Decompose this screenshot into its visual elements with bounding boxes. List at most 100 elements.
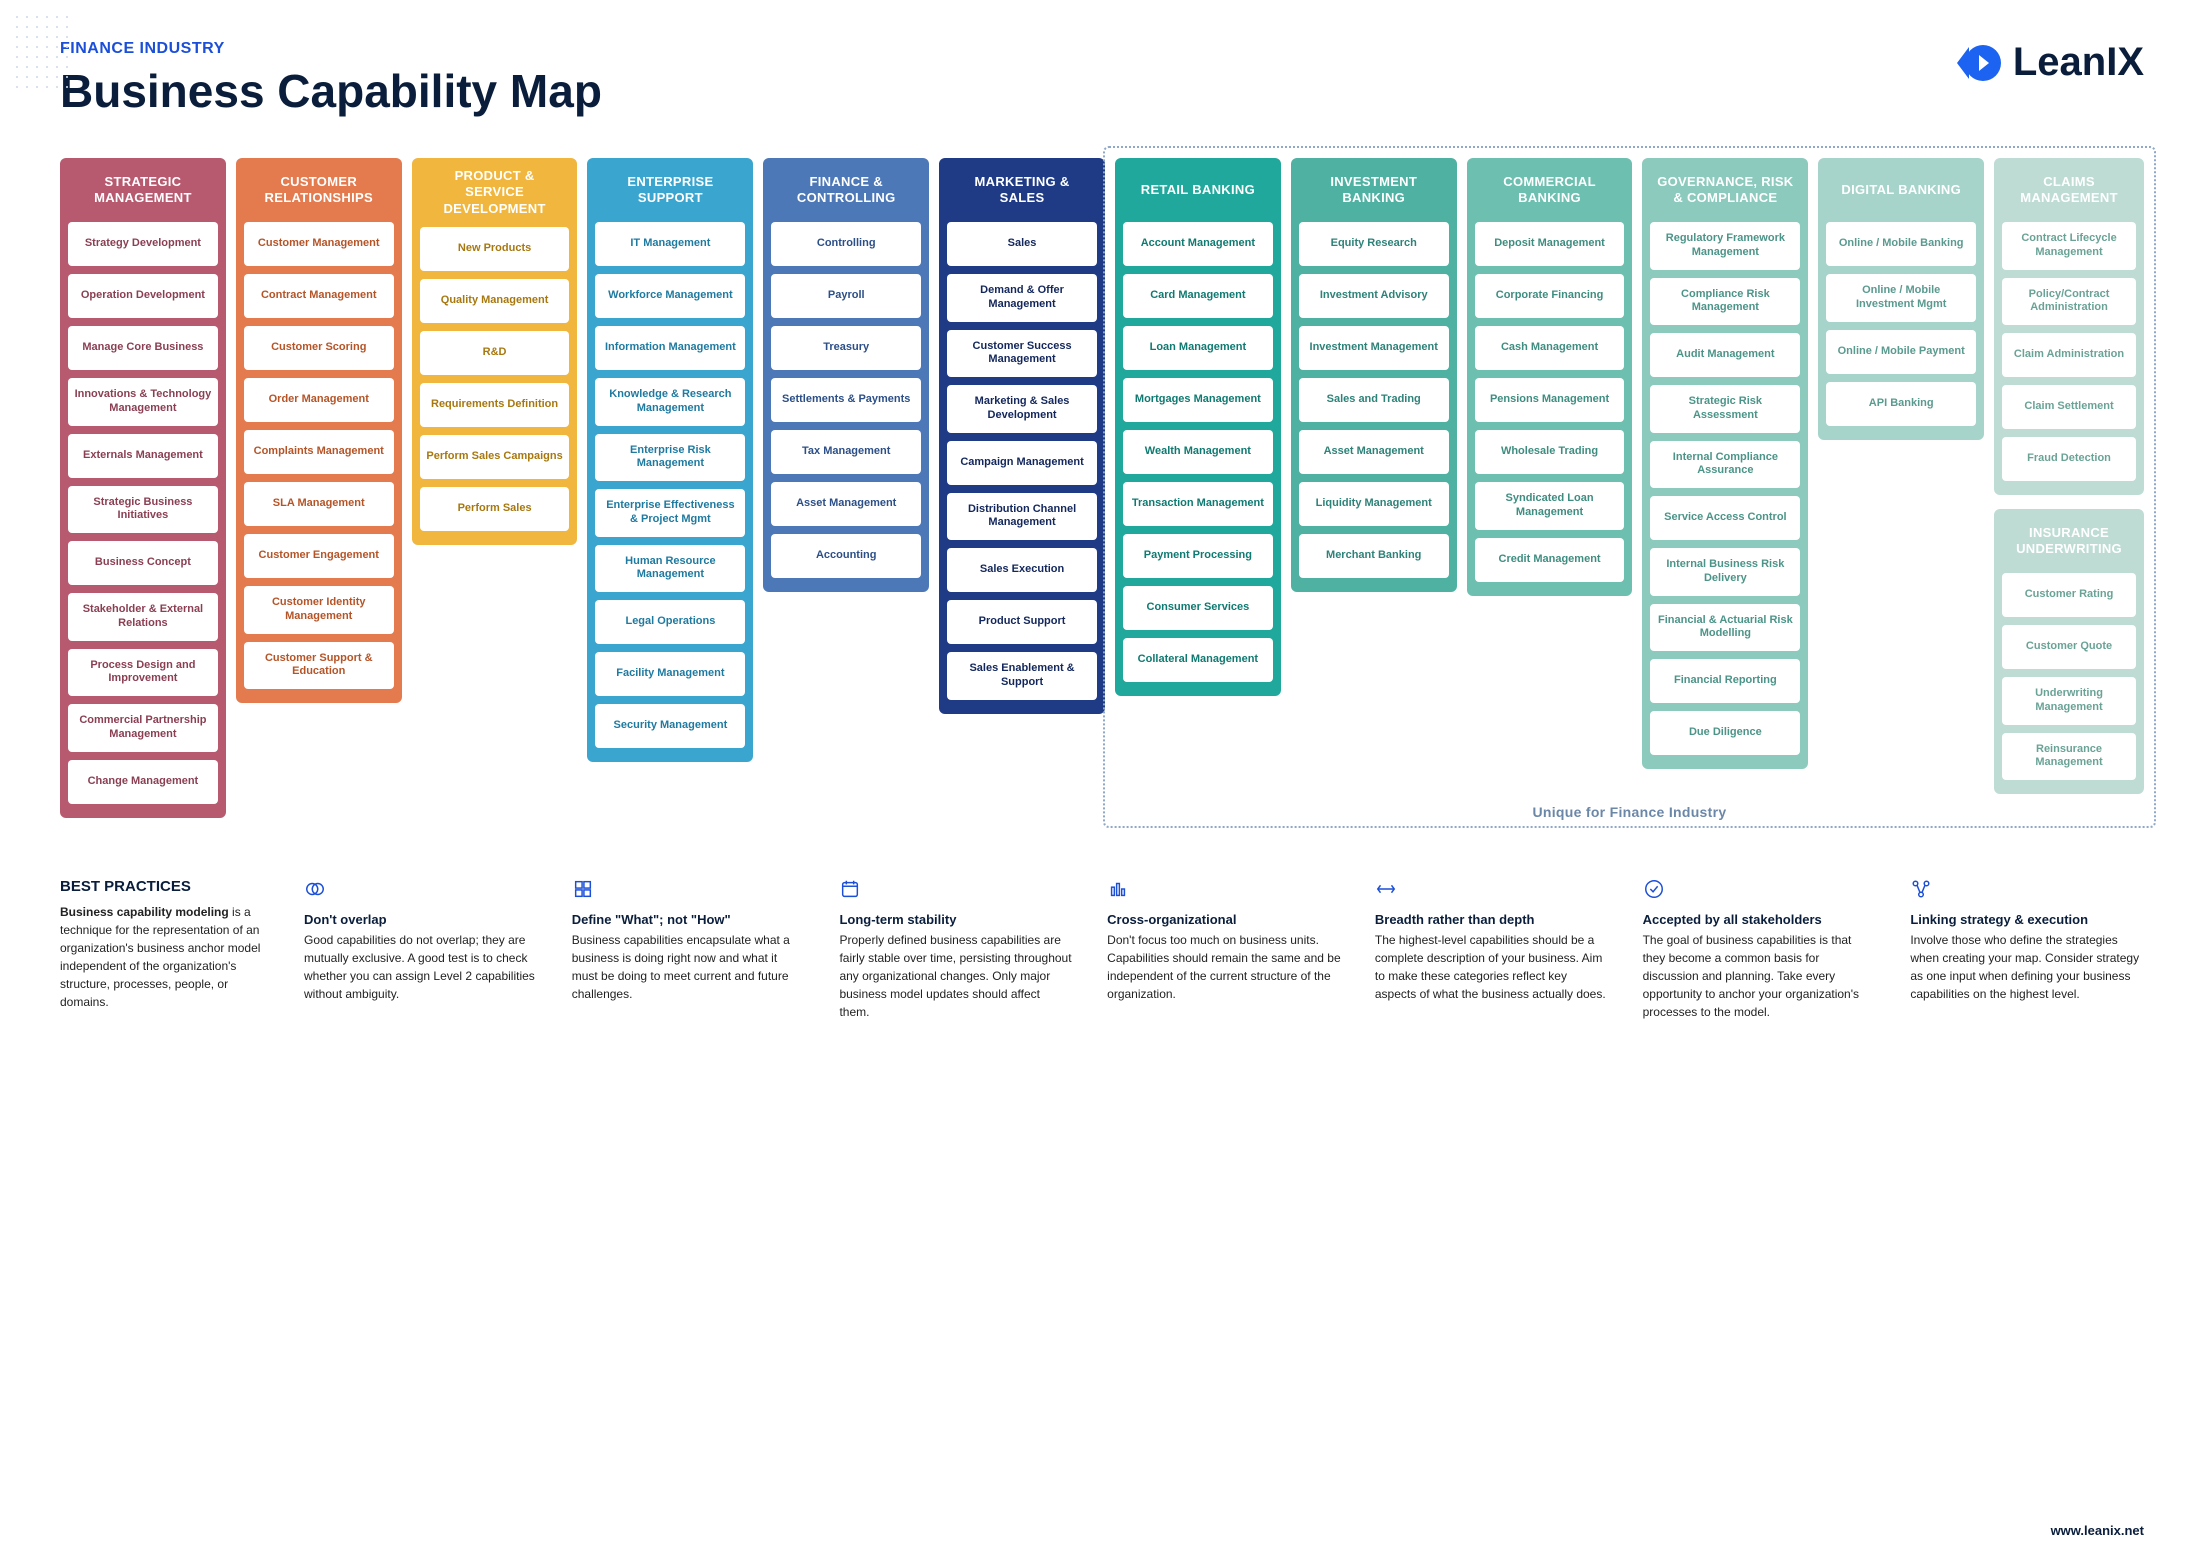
column-header: ENTERPRISE SUPPORT [595,168,745,212]
column-header: PRODUCT & SERVICE DEVELOPMENT [420,168,570,217]
capability-item: Customer Success Management [947,330,1097,378]
leanix-icon [1949,41,2001,85]
capability-item: Change Management [68,760,218,804]
column-items: ControllingPayrollTreasurySettlements & … [771,222,921,578]
column-items: IT ManagementWorkforce ManagementInforma… [595,222,745,748]
capability-item: Business Concept [68,541,218,585]
bp-item-title: Cross-organizational [1107,912,1341,927]
capability-item: Syndicated Loan Management [1475,482,1625,530]
bp-item-text: Don't focus too much on business units. … [1107,931,1341,1003]
capability-item: Strategy Development [68,222,218,266]
capability-item: Claim Administration [2002,333,2136,377]
capability-item: Contract Management [244,274,394,318]
capability-item: Corporate Financing [1475,274,1625,318]
bp-lead-title: BEST PRACTICES [60,878,270,895]
column-header: INSURANCE UNDERWRITING [2002,519,2136,563]
capability-item: Perform Sales Campaigns [420,435,570,479]
bp-item: Accepted by all stakeholdersThe goal of … [1643,878,1877,1021]
capability-item: Contract Lifecycle Management [2002,222,2136,270]
linking-icon [1910,878,2144,904]
capability-item: Card Management [1123,274,1273,318]
capability-item: Payment Processing [1123,534,1273,578]
stacked-column-slot: CLAIMS MANAGEMENT Contract Lifecycle Mana… [1994,158,2144,794]
capability-item: Customer Management [244,222,394,266]
capability-item: Perform Sales [420,487,570,531]
brand-logo: LeanIX [1949,40,2144,85]
bp-item-text: Properly defined business capabilities a… [839,931,1073,1021]
capability-item: Stakeholder & External Relations [68,593,218,641]
what-not-how-icon [572,878,806,904]
capability-item: Security Management [595,704,745,748]
footer-url: www.leanix.net [2051,1523,2144,1538]
bp-item-text: Good capabilities do not overlap; they a… [304,931,538,1003]
capability-item: Loan Management [1123,326,1273,370]
capability-item: Internal Business Risk Delivery [1650,548,1800,596]
column-header: MARKETING & SALES [947,168,1097,212]
column-items: Customer Management Contract Management Cu… [244,222,394,689]
column-header: CUSTOMER RELATIONSHIPS [244,168,394,212]
capability-item: Claim Settlement [2002,385,2136,429]
stability-icon [839,878,1073,904]
capability-item: Investment Advisory [1299,274,1449,318]
capability-item: Regulatory Framework Management [1650,222,1800,270]
capability-item: Online / Mobile Investment Mgmt [1826,274,1976,322]
capability-item: Enterprise Risk Management [595,434,745,482]
column-header: COMMERCIAL BANKING [1475,168,1625,212]
column-header: RETAIL BANKING [1123,168,1273,212]
bp-item: Breadth rather than depthThe highest-lev… [1375,878,1609,1021]
capability-item: Customer Rating [2002,573,2136,617]
capability-item: Merchant Banking [1299,534,1449,578]
column-header: CLAIMS MANAGEMENT [2002,168,2136,212]
bp-item-text: The goal of business capabilities is tha… [1643,931,1877,1021]
capability-column-customer: CUSTOMER RELATIONSHIPS Customer Managemen… [236,158,402,703]
column-items: Contract Lifecycle ManagementPolicy/Cont… [2002,222,2136,481]
capability-item: Human Resource Management [595,545,745,593]
capability-column-finance: FINANCE & CONTROLLING ControllingPayrollT… [763,158,929,592]
capability-item: Online / Mobile Payment [1826,330,1976,374]
bp-item-title: Define "What"; not "How" [572,912,806,927]
capability-item: Demand & Offer Management [947,274,1097,322]
capability-item: Mortgages Management [1123,378,1273,422]
column-items: SalesDemand & Offer ManagementCustomer S… [947,222,1097,700]
capability-item: Marketing & Sales Development [947,385,1097,433]
column-header: DIGITAL BANKING [1826,168,1976,212]
column-header: STRATEGIC MANAGEMENT [68,168,218,212]
capability-item: Strategic Business Initiatives [68,486,218,534]
capability-item: Product Support [947,600,1097,644]
capability-item: Pensions Management [1475,378,1625,422]
column-header: GOVERNANCE, RISK & COMPLIANCE [1650,168,1800,212]
capability-item: Information Management [595,326,745,370]
bp-item: Long-term stability Properly defined busi… [839,878,1073,1021]
bp-item-title: Long-term stability [839,912,1073,927]
capability-item: Transaction Management [1123,482,1273,526]
capability-item: Controlling [771,222,921,266]
capability-item: Customer Engagement [244,534,394,578]
column-items: Customer RatingCustomer QuoteUnderwritin… [2002,573,2136,780]
column-items: Strategy DevelopmentOperation Developmen… [68,222,218,804]
capability-column-strategic: STRATEGIC MANAGEMENT Strategy Development… [60,158,226,818]
column-header: FINANCE & CONTROLLING [771,168,921,212]
capability-item: Online / Mobile Banking [1826,222,1976,266]
capability-item: Treasury [771,326,921,370]
capability-column-commercial: COMMERCIAL BANKINGDeposit ManagementCorp… [1467,158,1633,596]
capability-item: Requirements Definition [420,383,570,427]
capability-item: Customer Support & Education [244,642,394,690]
capability-item: Knowledge & Research Management [595,378,745,426]
capability-item: Distribution Channel Management [947,493,1097,541]
cross-org-icon [1107,878,1341,904]
column-items: Regulatory Framework ManagementComplianc… [1650,222,1800,755]
bp-item-title: Don't overlap [304,912,538,927]
bp-item: Don't overlap Good capabilities do not ov… [304,878,538,1021]
capability-item: Customer Scoring [244,326,394,370]
capability-item: SLA Management [244,482,394,526]
capability-item: New Products [420,227,570,271]
capability-item: Settlements & Payments [771,378,921,422]
capability-column-investment: INVESTMENT BANKINGEquity ResearchInvestm… [1291,158,1457,592]
column-items: Equity ResearchInvestment AdvisoryInvest… [1299,222,1449,578]
capability-item: Collateral Management [1123,638,1273,682]
brand-name: LeanIX [2013,40,2144,85]
bp-item: Linking strategy & executionInvolve thos… [1910,878,2144,1021]
capability-item: R&D [420,331,570,375]
capability-item: Fraud Detection [2002,437,2136,481]
best-practices: BEST PRACTICES Business capability model… [60,878,2144,1021]
